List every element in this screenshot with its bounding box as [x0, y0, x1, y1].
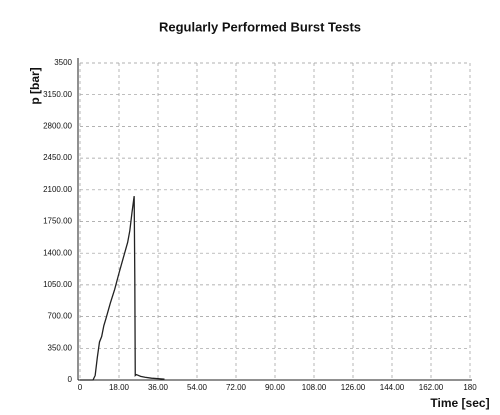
x-tick-label: 162.00 [419, 383, 444, 392]
y-tick-label: 0 [68, 375, 73, 384]
y-tick-label: 3150.00 [43, 90, 72, 99]
x-tick-label: 108.00 [302, 383, 327, 392]
y-tick-label: 1750.00 [43, 217, 72, 226]
x-tick-label: 18.00 [109, 383, 130, 392]
y-tick-label: 2800.00 [43, 122, 72, 131]
x-tick-label: 126.00 [341, 383, 366, 392]
x-tick-label: 0 [78, 383, 83, 392]
x-tick-label: 36.00 [148, 383, 169, 392]
y-tick-label: 1050.00 [43, 280, 72, 289]
x-tick-label: 180 [463, 383, 477, 392]
data-line [80, 196, 165, 381]
x-tick-label: 54.00 [187, 383, 208, 392]
chart-title: Regularly Performed Burst Tests [159, 19, 361, 34]
y-tick-label: 1400.00 [43, 248, 72, 257]
x-tick-label: 72.00 [226, 383, 247, 392]
y-tick-label: 700.00 [48, 312, 73, 321]
y-axis-label: p [bar] [28, 67, 42, 104]
x-tick-label: 144.00 [380, 383, 405, 392]
y-tick-label: 2100.00 [43, 185, 72, 194]
x-axis-label: Time [sec] [430, 396, 489, 410]
y-tick-label: 2450.00 [43, 153, 72, 162]
x-tick-label: 90.00 [265, 383, 286, 392]
y-tick-label: 3500 [54, 58, 72, 67]
y-tick-label: 350.00 [48, 343, 73, 352]
